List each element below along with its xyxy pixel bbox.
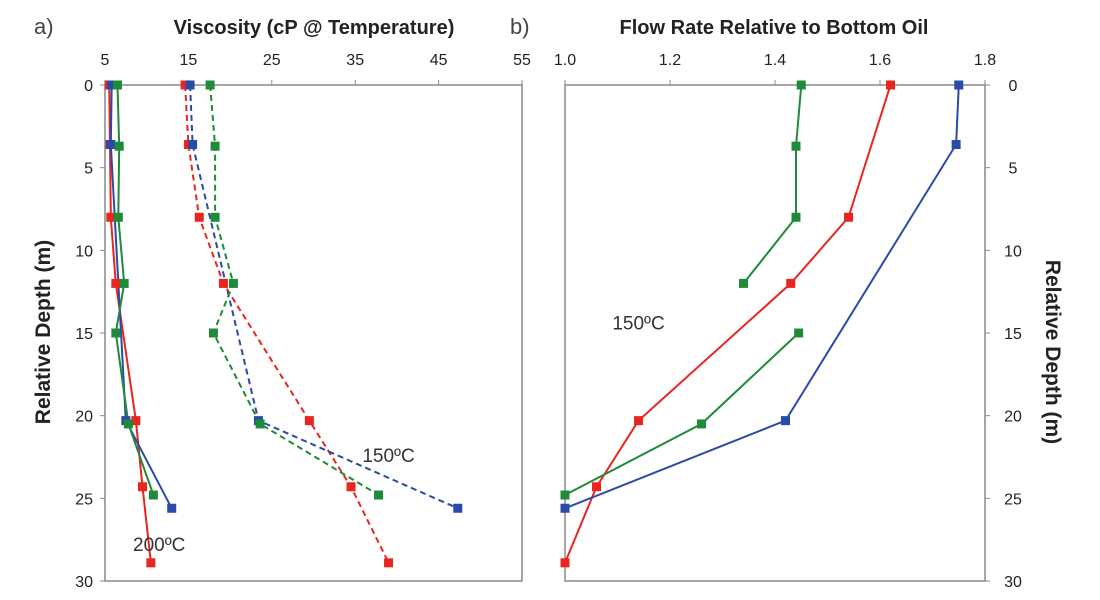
data-point	[886, 80, 895, 90]
data-point	[739, 278, 748, 288]
data-point	[697, 419, 706, 429]
y-tick-label: 15	[75, 326, 93, 343]
data-point	[106, 212, 116, 222]
data-point	[111, 278, 121, 288]
data-point	[114, 141, 124, 151]
x-tick-label: 45	[430, 52, 448, 69]
panel-label-a: a)	[34, 14, 54, 39]
data-point	[304, 416, 314, 426]
data-point	[951, 140, 961, 150]
data-point	[131, 416, 141, 426]
series-line	[742, 84, 803, 285]
data-point	[146, 558, 156, 568]
data-point	[185, 80, 195, 90]
data-point	[138, 482, 148, 492]
data-point	[786, 278, 796, 288]
y-tick-label: 5	[84, 161, 93, 178]
data-point	[560, 490, 570, 500]
data-point	[208, 328, 218, 338]
data-point	[218, 278, 228, 288]
x-tick-label: 5	[101, 52, 110, 69]
y-tick-label: 10	[1004, 243, 1022, 260]
data-point	[210, 212, 220, 222]
data-point	[954, 80, 964, 90]
data-point	[592, 482, 601, 492]
data-point	[791, 212, 801, 222]
y-tick-label: 20	[75, 409, 93, 426]
data-point	[560, 503, 570, 513]
x-tick-label: 15	[180, 52, 198, 69]
data-point	[167, 503, 177, 513]
chart-a-ylabel: Relative Depth (m)	[32, 240, 55, 424]
series-line	[564, 84, 960, 510]
x-tick-label: 1.0	[554, 52, 576, 69]
data-point	[791, 141, 801, 151]
y-tick-label: 0	[1009, 78, 1018, 95]
y-tick-label: 10	[75, 243, 93, 260]
x-tick-label: 1.4	[764, 52, 786, 69]
data-point	[119, 278, 129, 288]
annotation-label: 200ºC	[133, 535, 185, 556]
chart-a-title: Viscosity (cP @ Temperature)	[174, 17, 455, 39]
y-tick-label: 25	[1004, 491, 1022, 508]
data-point	[205, 80, 215, 90]
series-line	[564, 84, 892, 564]
chart-b-ylabel: Relative Depth (m)	[1041, 260, 1064, 444]
y-tick-label: 20	[1004, 409, 1022, 426]
data-point	[180, 80, 190, 90]
data-point	[374, 490, 384, 500]
data-point	[106, 140, 116, 150]
y-tick-label: 0	[84, 78, 93, 95]
data-point	[560, 558, 570, 568]
plot-area-b	[564, 84, 986, 582]
data-point	[781, 416, 790, 426]
plot-area-a	[104, 84, 523, 582]
x-tick-label: 55	[513, 52, 531, 69]
data-point	[844, 212, 853, 222]
annotation-label: 150ºC	[612, 314, 664, 335]
x-tick-label: 35	[346, 52, 364, 69]
data-point	[194, 212, 204, 222]
data-point	[384, 558, 394, 568]
data-point	[210, 141, 220, 151]
data-point	[346, 482, 356, 492]
data-point	[111, 328, 121, 338]
data-point	[188, 140, 198, 150]
chart-a: a) Viscosity (cP @ Temperature) Relative…	[32, 14, 531, 591]
data-point	[255, 419, 265, 429]
x-tick-label: 1.8	[974, 52, 996, 69]
data-point	[794, 328, 804, 338]
y-tick-label: 15	[1004, 326, 1022, 343]
y-tick-label: 5	[1009, 161, 1018, 178]
y-tick-label: 30	[1004, 574, 1022, 591]
data-point	[634, 416, 643, 426]
panel-label-b: b)	[510, 14, 530, 39]
y-tick-label: 25	[75, 491, 93, 508]
y-tick-label: 30	[75, 574, 93, 591]
chart-b-title: Flow Rate Relative to Bottom Oil	[620, 17, 929, 39]
data-point	[228, 278, 238, 288]
data-point	[107, 80, 117, 90]
x-tick-label: 1.6	[869, 52, 891, 69]
data-point	[453, 503, 463, 513]
data-point	[123, 419, 133, 429]
data-point	[148, 490, 158, 500]
data-point	[113, 80, 123, 90]
x-tick-label: 1.2	[659, 52, 681, 69]
annotation-label: 150ºC	[362, 446, 414, 467]
data-point	[113, 212, 123, 222]
data-point	[796, 80, 806, 90]
chart-b: b) Flow Rate Relative to Bottom Oil Rela…	[510, 14, 1064, 591]
x-tick-label: 25	[263, 52, 281, 69]
